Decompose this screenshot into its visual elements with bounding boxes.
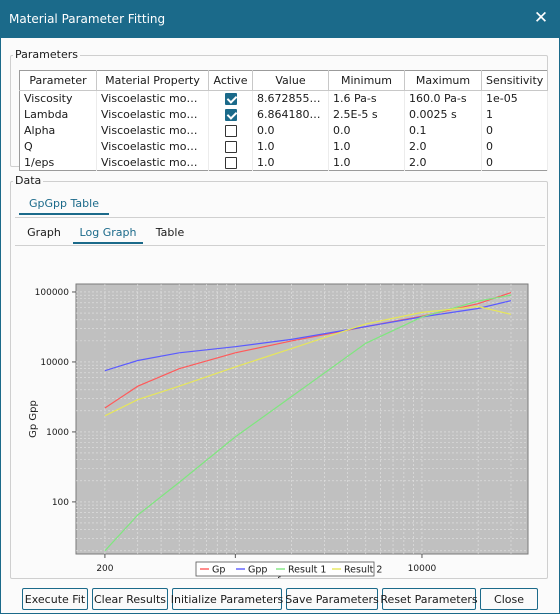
initialize-parameters-button[interactable]: Initialize Parameters bbox=[171, 588, 283, 610]
save-parameters-button[interactable]: Save Parameters bbox=[285, 588, 379, 610]
maximum-cell[interactable]: 2.0 bbox=[404, 154, 482, 171]
minimum-cell[interactable]: 1.6 Pa-s bbox=[328, 90, 405, 107]
window-title: Material Parameter Fitting bbox=[9, 12, 166, 26]
minimum-cell[interactable]: 0.0 bbox=[328, 122, 405, 139]
legend-label: Gp bbox=[212, 565, 225, 576]
close-icon[interactable]: ✕ bbox=[533, 8, 549, 28]
plot-area bbox=[75, 283, 529, 555]
table-row[interactable]: 1/eps Viscoelastic mode 1 1.0 1.0 2.0 0 bbox=[19, 154, 548, 171]
parameters-label: Parameters bbox=[13, 48, 80, 61]
table-header: Parameter Material Property Active Value… bbox=[19, 70, 548, 91]
tab-divider bbox=[15, 217, 545, 218]
table-row[interactable]: Alpha Viscoelastic mode 1 0.0 0.0 0.1 0 bbox=[19, 122, 548, 139]
minimum-cell[interactable]: 2.5E-5 s bbox=[328, 106, 405, 123]
tab-label: Log Graph bbox=[79, 226, 137, 239]
tab-log-graph[interactable]: Log Graph bbox=[73, 222, 143, 244]
legend-label: Result 1 bbox=[288, 565, 326, 576]
value-cell[interactable]: 0.0 bbox=[252, 122, 329, 139]
table-row[interactable]: Viscosity Viscoelastic mode 1 8.67285553… 1… bbox=[19, 90, 548, 107]
active-checkbox[interactable] bbox=[224, 109, 237, 121]
material-property-cell[interactable]: Viscoelastic mode 1 bbox=[96, 138, 209, 155]
tab-table[interactable]: Table bbox=[147, 222, 193, 244]
material-property-cell[interactable]: Viscoelastic mode 1 bbox=[96, 122, 209, 139]
button-row: Execute Fit Clear Results Initialize Par… bbox=[0, 588, 560, 610]
value-cell[interactable]: 1.0 bbox=[252, 154, 329, 171]
maximum-cell[interactable]: 0.1 bbox=[404, 122, 482, 139]
column-header[interactable]: Material Property bbox=[96, 70, 209, 91]
parameter-cell[interactable]: 1/eps bbox=[19, 154, 97, 171]
column-header[interactable]: Maximum bbox=[404, 70, 482, 91]
data-group: Data bbox=[10, 174, 548, 579]
material-property-cell[interactable]: Viscoelastic mode 1 bbox=[96, 154, 209, 171]
material-property-cell[interactable]: Viscoelastic mode 1 bbox=[96, 106, 209, 123]
parameter-cell[interactable]: Lambda bbox=[19, 106, 97, 123]
sensitivity-cell[interactable]: 1e-05 bbox=[481, 90, 548, 107]
table-row[interactable]: Lambda Viscoelastic mode 1 6.86418051… 2.5E… bbox=[19, 106, 548, 123]
y-axis-label: Gp Gpp bbox=[28, 400, 39, 438]
close-button[interactable]: Close bbox=[480, 588, 538, 610]
dialog-body: Parameters Parameter Material Property A… bbox=[0, 38, 560, 614]
active-cell[interactable] bbox=[208, 122, 253, 139]
column-header[interactable]: Active bbox=[208, 70, 253, 91]
sensitivity-cell[interactable]: 1 bbox=[481, 106, 548, 123]
series-line-result-1 bbox=[104, 294, 512, 552]
parameter-cell[interactable]: Alpha bbox=[19, 122, 97, 139]
active-cell[interactable] bbox=[208, 106, 253, 123]
active-checkbox[interactable] bbox=[224, 93, 237, 106]
y-tick-label: 100 bbox=[52, 498, 69, 508]
data-label: Data bbox=[13, 174, 44, 187]
x-axis-label: frequency bbox=[277, 576, 327, 578]
sensitivity-cell[interactable]: 0 bbox=[481, 154, 548, 171]
parameter-cell[interactable]: Viscosity bbox=[19, 90, 97, 107]
material-property-cell[interactable]: Viscoelastic mode 1 bbox=[96, 90, 209, 107]
y-tick-label: 1000 bbox=[46, 428, 69, 438]
parameters-table: Parameter Material Property Active Value… bbox=[19, 70, 548, 171]
parameter-cell[interactable]: Q bbox=[19, 138, 97, 155]
active-checkbox[interactable] bbox=[224, 125, 237, 137]
value-cell[interactable]: 8.67285553… bbox=[252, 90, 329, 107]
subtab-divider bbox=[15, 245, 545, 246]
legend-label: Result 2 bbox=[344, 565, 382, 576]
minimum-cell[interactable]: 1.0 bbox=[328, 138, 405, 155]
execute-fit-button[interactable]: Execute Fit bbox=[22, 588, 88, 610]
tab-label: Graph bbox=[27, 226, 61, 239]
maximum-cell[interactable]: 2.0 bbox=[404, 138, 482, 155]
legend-label: Gpp bbox=[248, 565, 267, 576]
y-tick-label: 100000 bbox=[35, 288, 70, 298]
x-tick-label: 10000 bbox=[408, 564, 437, 574]
column-header[interactable]: Sensitivity bbox=[481, 70, 548, 91]
active-cell[interactable] bbox=[208, 90, 253, 107]
maximum-cell[interactable]: 0.0025 s bbox=[404, 106, 482, 123]
reset-parameters-button[interactable]: Reset Parameters bbox=[380, 588, 478, 610]
column-header[interactable]: Parameter bbox=[19, 70, 97, 91]
tab-label: GpGpp Table bbox=[29, 197, 99, 210]
value-cell[interactable]: 1.0 bbox=[252, 138, 329, 155]
column-header[interactable]: Value bbox=[252, 70, 329, 91]
active-checkbox[interactable] bbox=[224, 156, 237, 169]
tab-gpgpp-table[interactable]: GpGpp Table bbox=[19, 193, 109, 215]
title-bar: Material Parameter Fitting ✕ bbox=[0, 0, 560, 38]
value-cell[interactable]: 6.86418051… bbox=[252, 106, 329, 123]
minimum-cell[interactable]: 1.0 bbox=[328, 154, 405, 171]
sensitivity-cell[interactable]: 0 bbox=[481, 122, 548, 139]
tab-graph[interactable]: Graph bbox=[19, 222, 69, 244]
sensitivity-cell[interactable]: 0 bbox=[481, 138, 548, 155]
parameters-group: Parameters Parameter Material Property A… bbox=[10, 48, 548, 171]
active-cell[interactable] bbox=[208, 138, 253, 155]
column-header[interactable]: Minimum bbox=[328, 70, 405, 91]
maximum-cell[interactable]: 160.0 Pa-s bbox=[404, 90, 482, 107]
x-tick-label: 200 bbox=[96, 564, 113, 574]
series-line-result-2 bbox=[104, 305, 512, 417]
series-line-gpp bbox=[104, 300, 512, 372]
y-tick-label: 10000 bbox=[40, 358, 69, 368]
active-checkbox[interactable] bbox=[224, 141, 237, 153]
table-row[interactable]: Q Viscoelastic mode 1 1.0 1.0 2.0 0 bbox=[19, 138, 548, 155]
clear-results-button[interactable]: Clear Results bbox=[92, 588, 168, 610]
tab-label: Table bbox=[155, 226, 185, 239]
active-cell[interactable] bbox=[208, 154, 253, 171]
log-graph-chart: 200100010000100100010000100000frequencyG… bbox=[28, 283, 529, 578]
